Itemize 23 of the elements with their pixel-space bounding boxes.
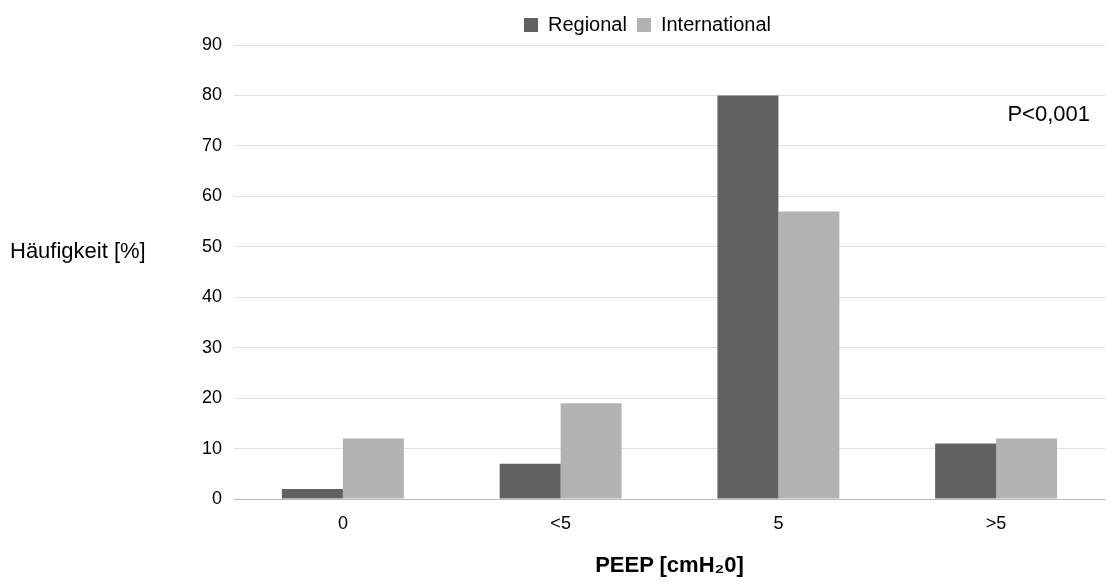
legend-label: Regional xyxy=(547,12,627,35)
annotation: P<0,001 xyxy=(1007,101,1090,127)
y-tick-label: 50 xyxy=(201,235,223,256)
y-tick-label: 40 xyxy=(201,286,223,307)
bar xyxy=(935,443,997,499)
x-tick-label: <5 xyxy=(550,512,571,533)
bar xyxy=(281,488,343,499)
y-tick-label: 80 xyxy=(201,84,223,105)
x-tick-label: 5 xyxy=(773,512,784,533)
y-axis-title: Häufigkeit [%] xyxy=(10,238,146,264)
y-tick-label: 60 xyxy=(201,185,223,206)
bar xyxy=(499,463,561,499)
x-axis-title: PEEP [cmH₂0] xyxy=(595,551,744,577)
y-tick-label: 20 xyxy=(201,387,223,408)
x-tick-label: >5 xyxy=(985,512,1007,533)
y-tick-label: 0 xyxy=(212,487,223,508)
y-tick-label: 10 xyxy=(201,437,223,458)
y-tick-label: 70 xyxy=(201,134,223,155)
y-tick-label: 30 xyxy=(201,336,223,357)
legend-label: International xyxy=(660,12,772,35)
x-tick-label: 0 xyxy=(337,512,348,533)
y-tick-label: 90 xyxy=(201,33,223,54)
bar xyxy=(717,95,779,499)
